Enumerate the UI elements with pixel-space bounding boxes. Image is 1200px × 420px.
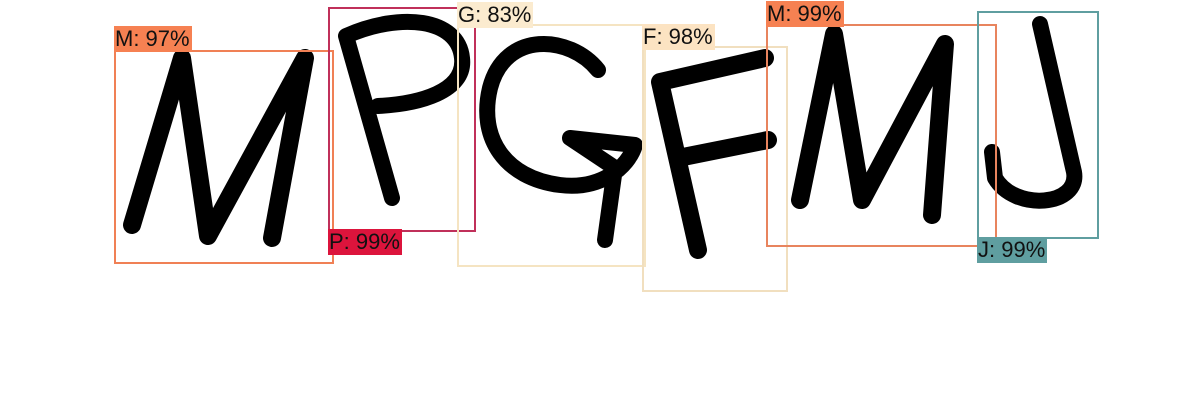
detection-label-m-2: M: 99% [766, 1, 844, 27]
detection-label-m-1: M: 97% [114, 26, 192, 52]
captcha-glyph-g [479, 36, 643, 248]
captcha-glyph-m-2 [791, 25, 954, 224]
captcha-glyph-j [984, 16, 1083, 209]
detection-label-g: G: 83% [457, 2, 534, 28]
detection-label-p: P: 99% [328, 229, 402, 255]
detection-label-f: F: 98% [642, 24, 715, 50]
detection-label-j: J: 99% [977, 237, 1048, 263]
captcha-glyph-m-1 [123, 49, 314, 247]
captcha-glyph-p [338, 13, 471, 206]
captcha-glyph-f [651, 49, 777, 259]
